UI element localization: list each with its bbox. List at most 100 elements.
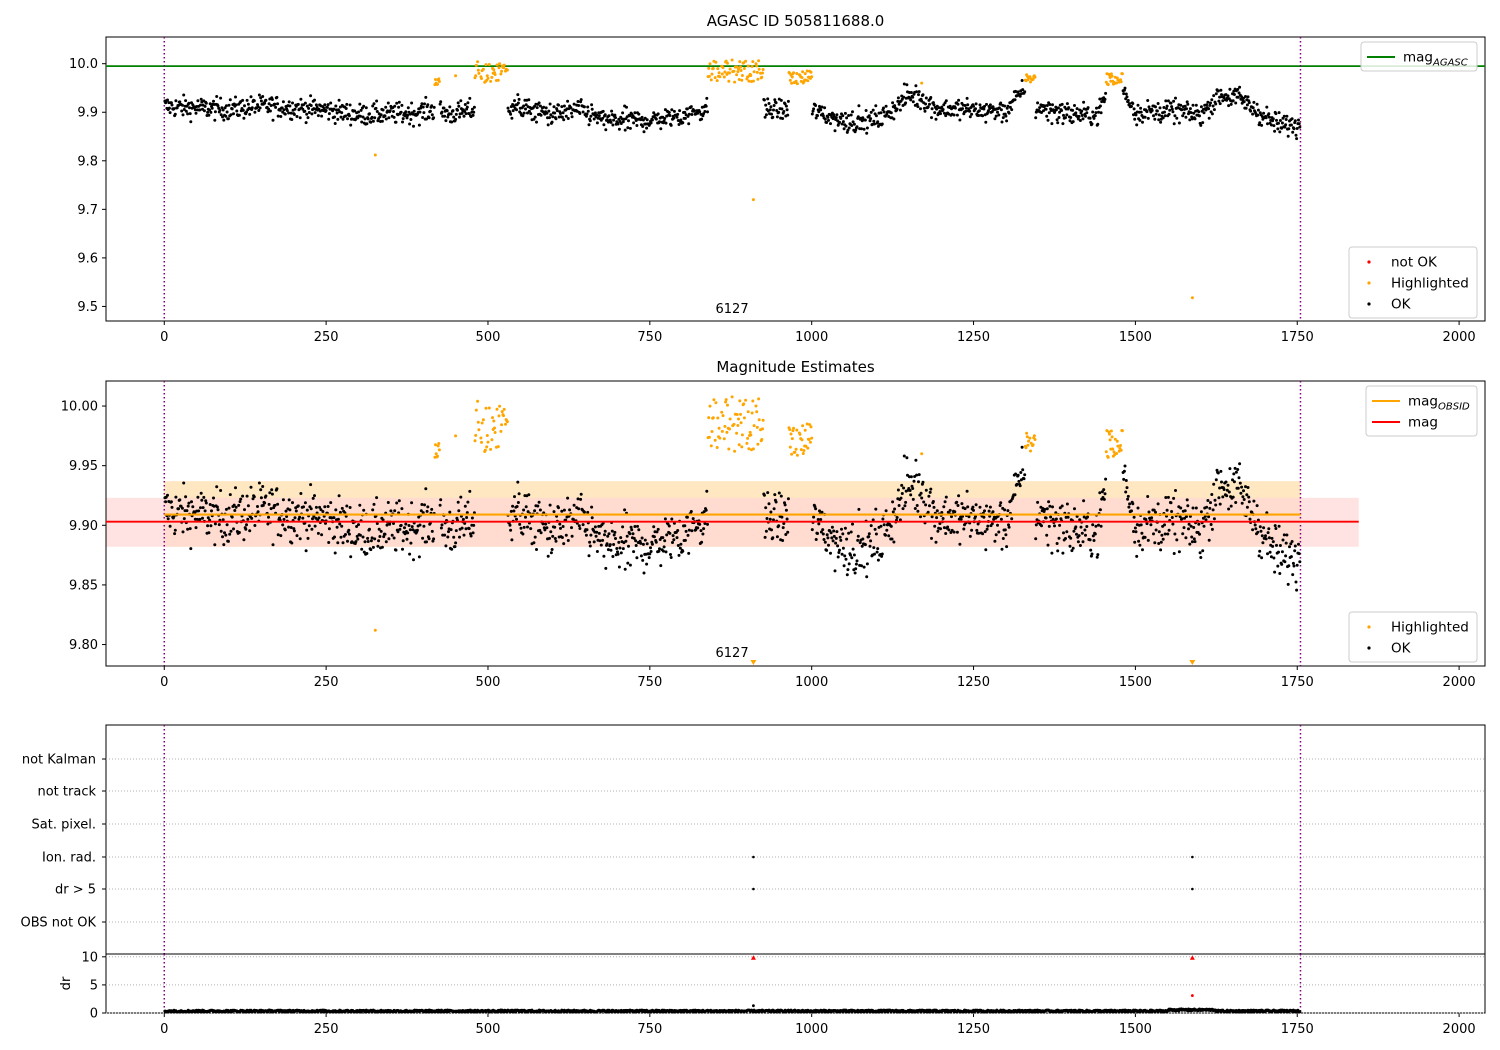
panel2-ok-point <box>1047 500 1051 504</box>
panel1-ok-point <box>632 121 636 125</box>
panel2-ok-point <box>173 528 177 532</box>
panel2-ok-point <box>874 507 878 511</box>
panel1-ok-point <box>1290 117 1294 121</box>
panel2-ok-point <box>817 522 821 526</box>
panel1-ok-point <box>1067 106 1071 110</box>
panel2-ok-point <box>576 497 580 501</box>
panel2-ok-point <box>599 543 603 547</box>
panel2-highlighted-point <box>437 442 441 445</box>
panel2-highlighted-point <box>497 414 501 418</box>
panel2-ok-point <box>1290 540 1294 543</box>
panel1-ok-point <box>601 116 605 120</box>
panel1-ok-point <box>513 99 516 103</box>
panel2-ok-point <box>1225 488 1229 492</box>
panel1-ok-point <box>1256 108 1260 112</box>
panel1-ok-point <box>608 118 612 122</box>
panel1-ok-point <box>860 127 863 131</box>
panel2-ok-point <box>781 526 785 530</box>
panel2-ok-point <box>645 562 649 566</box>
panel2-ok-point <box>1140 531 1144 535</box>
panel1-ok-point <box>515 108 518 112</box>
panel4-x-tick-label: 0 <box>160 1022 168 1037</box>
panel2-ok-point <box>518 522 522 526</box>
panel1-ok-point <box>607 114 611 118</box>
panel2-ok-point <box>902 486 906 490</box>
panel2-ok-point <box>865 562 869 566</box>
panel1-ok-point <box>167 106 171 110</box>
panel2-ok-point <box>861 537 865 541</box>
panel2-ok-point <box>1262 526 1266 530</box>
panel1-ok-point <box>305 104 309 108</box>
panel1-ok-point <box>1153 117 1157 121</box>
panel1-ok-point <box>1056 121 1060 125</box>
panel2-ok-point <box>880 552 884 556</box>
panel2-ok-point <box>985 527 989 531</box>
panel2-ok-point <box>774 500 778 504</box>
panel1-ok-point <box>1202 111 1206 115</box>
panel2-ok-point <box>814 538 818 541</box>
panel1-ok-point <box>772 108 775 112</box>
panel2-ok-point <box>581 523 585 527</box>
panel2-ok-point <box>825 533 829 537</box>
panel1-ok-point <box>1221 99 1225 103</box>
panel1-ok-point <box>1262 111 1266 115</box>
panel1-ok-point <box>911 95 915 99</box>
panel1-ok-point <box>703 110 707 113</box>
panel1-ok-point <box>246 102 250 106</box>
panel2-ok-point <box>1264 534 1267 538</box>
panel2-highlighted-point <box>795 453 799 457</box>
panel2-ok-point <box>943 500 947 504</box>
panel1-highlighted-point <box>713 76 717 80</box>
panel1-ok-point <box>169 101 173 105</box>
panel2-ok-point <box>1159 540 1163 544</box>
panel2-top-legend-label-text: mag <box>1408 415 1438 431</box>
panel1-ok-point <box>1145 110 1149 114</box>
panel2-ok-point <box>1182 526 1186 530</box>
panel1-ok-point <box>430 113 434 117</box>
panel1-ok-point <box>237 113 241 117</box>
panel2-ok-point <box>425 540 428 544</box>
panel1-ok-point <box>847 126 851 130</box>
panel2-highlighted-point <box>790 452 794 456</box>
panel2-ok-point <box>609 548 613 552</box>
panel2-ok-point <box>652 535 656 539</box>
panel2-ok-point <box>1217 496 1221 500</box>
panel2-ok-point <box>1046 543 1050 547</box>
panel2-ok-point <box>369 539 373 543</box>
panel2-top-legend-box <box>1365 385 1478 437</box>
panel2-ok-point <box>239 497 243 501</box>
panel2-ok-point <box>977 531 981 535</box>
panel1-ok-point <box>985 102 988 106</box>
panel1-highlighted-point <box>373 153 377 157</box>
panel1-ok-point <box>1255 102 1259 106</box>
panel2-ok-point <box>553 537 557 540</box>
panel2-ok-point <box>385 523 389 527</box>
panel1-ok-point <box>1180 108 1184 112</box>
panel1-ok-point <box>181 113 185 117</box>
panel2-ok-point <box>839 538 843 542</box>
panel1-ok-point <box>872 119 876 123</box>
panel1-ok-point <box>690 113 694 116</box>
panel2-ok-point <box>545 526 549 530</box>
panel1-highlighted-point <box>795 82 799 86</box>
panel2-ok-point <box>893 507 897 511</box>
panel1-ok-point <box>1287 127 1291 131</box>
panel2-ok-point <box>1130 509 1133 513</box>
panel2-ok-point <box>1103 492 1107 496</box>
panel4-x-tick-label: 2000 <box>1443 1022 1476 1037</box>
panel2-ok-point <box>900 492 904 495</box>
panel1-ok-point <box>956 102 960 106</box>
panel2-highlighted-point <box>740 433 744 437</box>
panel2-ok-point <box>645 542 649 546</box>
panel1-y-tick-label: 9.8 <box>77 154 98 169</box>
panel1-ok-point <box>281 110 285 114</box>
panel2-ok-point <box>1139 523 1143 527</box>
panel1-ok-point <box>369 120 373 124</box>
panel1-ok-point <box>267 102 271 106</box>
panel2-highlighted-point <box>480 421 484 425</box>
panel1-ok-point <box>1219 88 1223 92</box>
panel1-highlighted-point <box>730 58 734 62</box>
panel2-ok-point <box>939 527 942 531</box>
panel1-ok-point <box>889 111 893 115</box>
panel2-ok-point <box>617 540 621 544</box>
